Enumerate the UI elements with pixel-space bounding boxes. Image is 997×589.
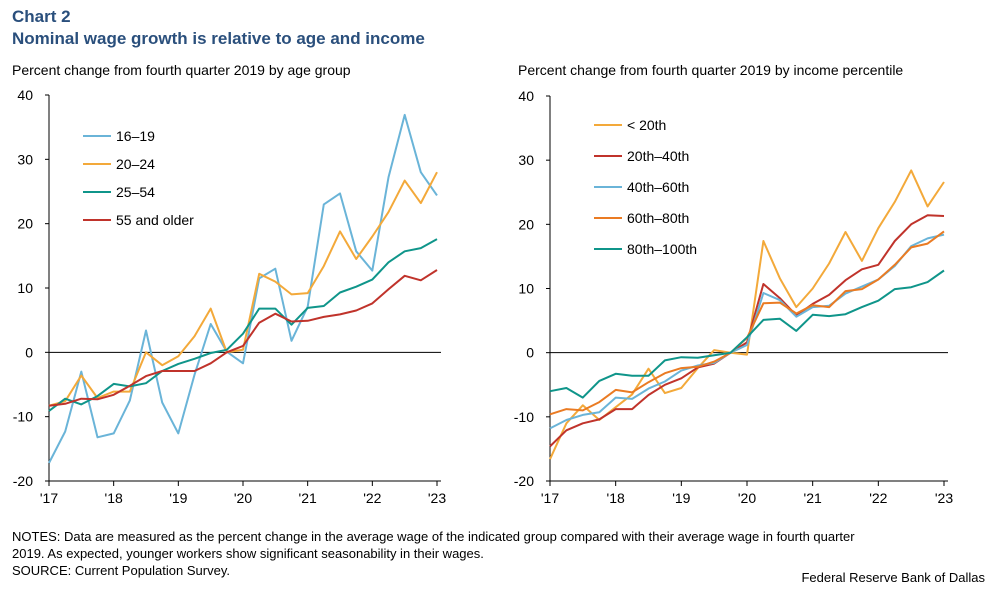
legend-label: 16–19 <box>116 128 155 144</box>
series-line-0 <box>549 169 945 460</box>
x-tick-label: '22 <box>869 490 887 506</box>
y-tick-label: 10 <box>17 280 33 296</box>
left-chart-subtitle: Percent change from fourth quarter 2019 … <box>12 62 351 78</box>
series-line-3 <box>549 230 945 416</box>
x-tick-label: '23 <box>428 490 446 506</box>
x-tick-label: '17 <box>541 490 559 506</box>
age-group-chart: 40 30 20 10 0 -10 -20 '17 '18 '19 '20 '21 '22 '23 16–1… <box>13 87 447 506</box>
y-tick-label: -20 <box>514 473 534 489</box>
notes-line-2: 2019. As expected, younger workers show … <box>12 546 484 561</box>
credit-line: Federal Reserve Bank of Dallas <box>801 570 985 585</box>
legend-label: 20th–40th <box>627 148 689 164</box>
chart-title: Nominal wage growth is relative to age a… <box>12 29 425 48</box>
source-line: SOURCE: Current Population Survey. <box>12 563 230 578</box>
y-tick-label: 30 <box>518 152 534 168</box>
y-tick-label: 0 <box>526 345 534 361</box>
x-tick-label: '21 <box>804 490 822 506</box>
series-line-1 <box>48 171 438 407</box>
notes-line-1: NOTES: Data are measured as the percent … <box>12 529 855 544</box>
x-tick-label: '18 <box>607 490 625 506</box>
x-tick-label: '21 <box>299 490 317 506</box>
series-line-0 <box>48 113 438 464</box>
y-tick-label: 20 <box>17 216 33 232</box>
x-tick-label: '22 <box>363 490 381 506</box>
legend-label: 55 and older <box>116 212 194 228</box>
legend-label: 80th–100th <box>627 241 697 257</box>
y-tick-label: 10 <box>518 281 534 297</box>
x-tick-label: '20 <box>234 490 252 506</box>
legend-label: < 20th <box>627 117 666 133</box>
legend-label: 40th–60th <box>627 179 689 195</box>
legend-label: 20–24 <box>116 156 155 172</box>
notes: NOTES: Data are measured as the percent … <box>12 528 987 579</box>
series-line-2 <box>48 238 438 412</box>
y-tick-label: 40 <box>518 88 534 104</box>
series-line-4 <box>549 269 945 399</box>
legend-label: 60th–80th <box>627 210 689 226</box>
y-tick-label: 40 <box>17 87 33 103</box>
x-tick-label: '17 <box>40 490 58 506</box>
x-tick-label: '18 <box>105 490 123 506</box>
x-tick-label: '19 <box>672 490 690 506</box>
y-tick-label: 0 <box>25 344 33 360</box>
legend-label: 25–54 <box>116 184 155 200</box>
y-tick-label: 20 <box>518 216 534 232</box>
y-tick-label: 30 <box>17 151 33 167</box>
x-tick-label: '19 <box>169 490 187 506</box>
series-line-2 <box>549 233 945 430</box>
series-line-3 <box>48 269 438 407</box>
y-tick-label: -20 <box>13 473 33 489</box>
y-tick-label: -10 <box>13 409 33 425</box>
right-chart-subtitle: Percent change from fourth quarter 2019 … <box>518 62 904 78</box>
x-tick-label: '23 <box>935 490 953 506</box>
y-tick-label: -10 <box>514 409 534 425</box>
x-tick-label: '20 <box>738 490 756 506</box>
chart-number: Chart 2 <box>12 7 71 26</box>
income-percentile-chart: 40 30 20 10 0 -10 -20 '17 '18 '19 '20 '21 '22 '23 < 20… <box>514 88 954 506</box>
